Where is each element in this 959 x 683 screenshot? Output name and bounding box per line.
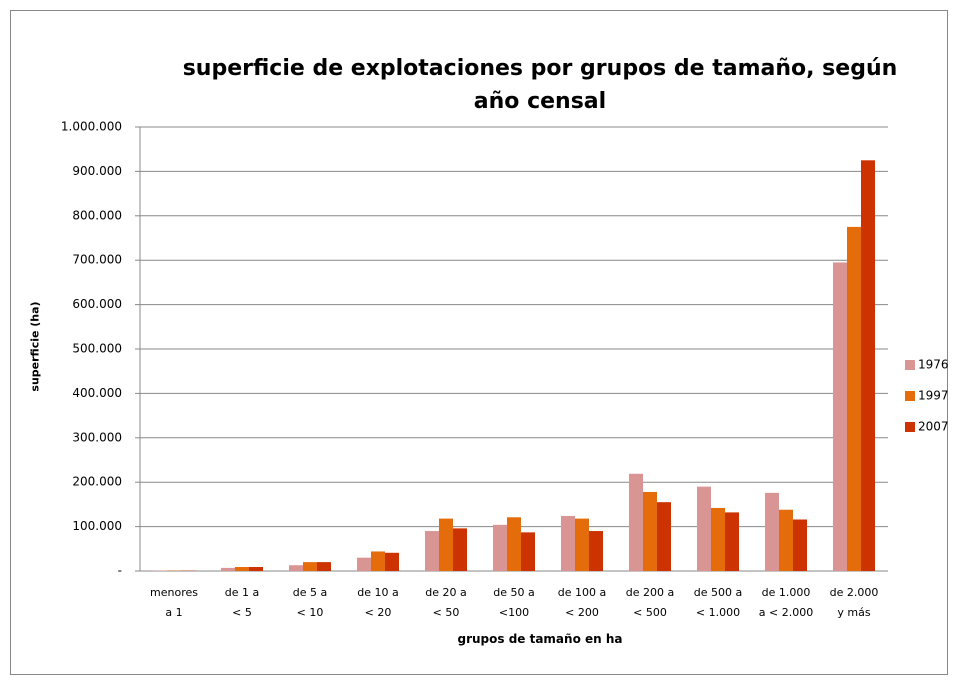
bar (221, 567, 235, 571)
x-tick-label: de 1 a < 5 (224, 586, 260, 619)
legend-swatch (905, 422, 915, 432)
bar (249, 567, 263, 571)
bar (385, 552, 399, 571)
bar (725, 512, 739, 571)
legend-label: 1997 (918, 389, 949, 403)
bar (303, 562, 317, 571)
bar (493, 524, 507, 571)
bar (439, 518, 453, 571)
bar (507, 517, 521, 571)
legend-label: 1976 (918, 358, 949, 372)
y-tick-label: 1.000.000 (61, 120, 122, 134)
legend-swatch (905, 360, 915, 370)
x-tick-label: de 100 a < 200 (557, 586, 607, 619)
x-tick-label: de 10 a < 20 (357, 586, 399, 619)
x-tick-label: de 50 a <100 (493, 586, 535, 619)
y-tick-label: 400.000 (72, 386, 122, 400)
bar (317, 562, 331, 571)
bar (371, 551, 385, 571)
y-tick-label: 700.000 (72, 253, 122, 267)
x-tick-label: de 5 a < 10 (292, 586, 328, 619)
bar (765, 492, 779, 571)
x-tick-label: de 2.000 y más (829, 586, 879, 619)
x-tick-label: de 500 a < 1.000 (693, 586, 743, 619)
bar (425, 531, 439, 571)
legend-label: 2007 (918, 420, 949, 434)
legend-swatch (905, 391, 915, 401)
y-tick-label: 900.000 (72, 164, 122, 178)
bar (235, 567, 249, 571)
y-tick-label: 500.000 (72, 342, 122, 356)
bar (453, 528, 467, 571)
y-axis-label: superficie (ha) (28, 301, 42, 392)
bar (575, 518, 589, 571)
x-tick-label: de 200 a < 500 (625, 586, 675, 619)
bar (847, 226, 861, 571)
y-tick-label: 100.000 (72, 519, 122, 533)
y-tick-label: 600.000 (72, 297, 122, 311)
y-tick-label: 800.000 (72, 208, 122, 222)
bar (643, 491, 657, 571)
bar (779, 509, 793, 571)
chart-frame (10, 10, 948, 675)
bar (861, 160, 875, 572)
x-tick-label: menores a 1 (150, 586, 198, 619)
bar (711, 507, 725, 571)
bar (289, 565, 303, 571)
bar (561, 515, 575, 571)
bar (657, 502, 671, 571)
bar (833, 262, 847, 571)
bar (357, 557, 371, 571)
chart-title: superficie de explotaciones por grupos d… (182, 56, 898, 114)
bar (589, 531, 603, 571)
x-tick-label: de 1.000 a < 2.000 (758, 586, 814, 619)
bar (629, 473, 643, 571)
bar (521, 532, 535, 571)
y-tick-label: - (118, 564, 122, 578)
x-tick-label: de 20 a < 50 (425, 586, 467, 619)
y-tick-label: 200.000 (72, 475, 122, 489)
y-tick-label: 300.000 (72, 430, 122, 444)
x-axis-label: grupos de tamaño en ha (457, 632, 623, 646)
bar (793, 519, 807, 571)
bar (697, 486, 711, 571)
